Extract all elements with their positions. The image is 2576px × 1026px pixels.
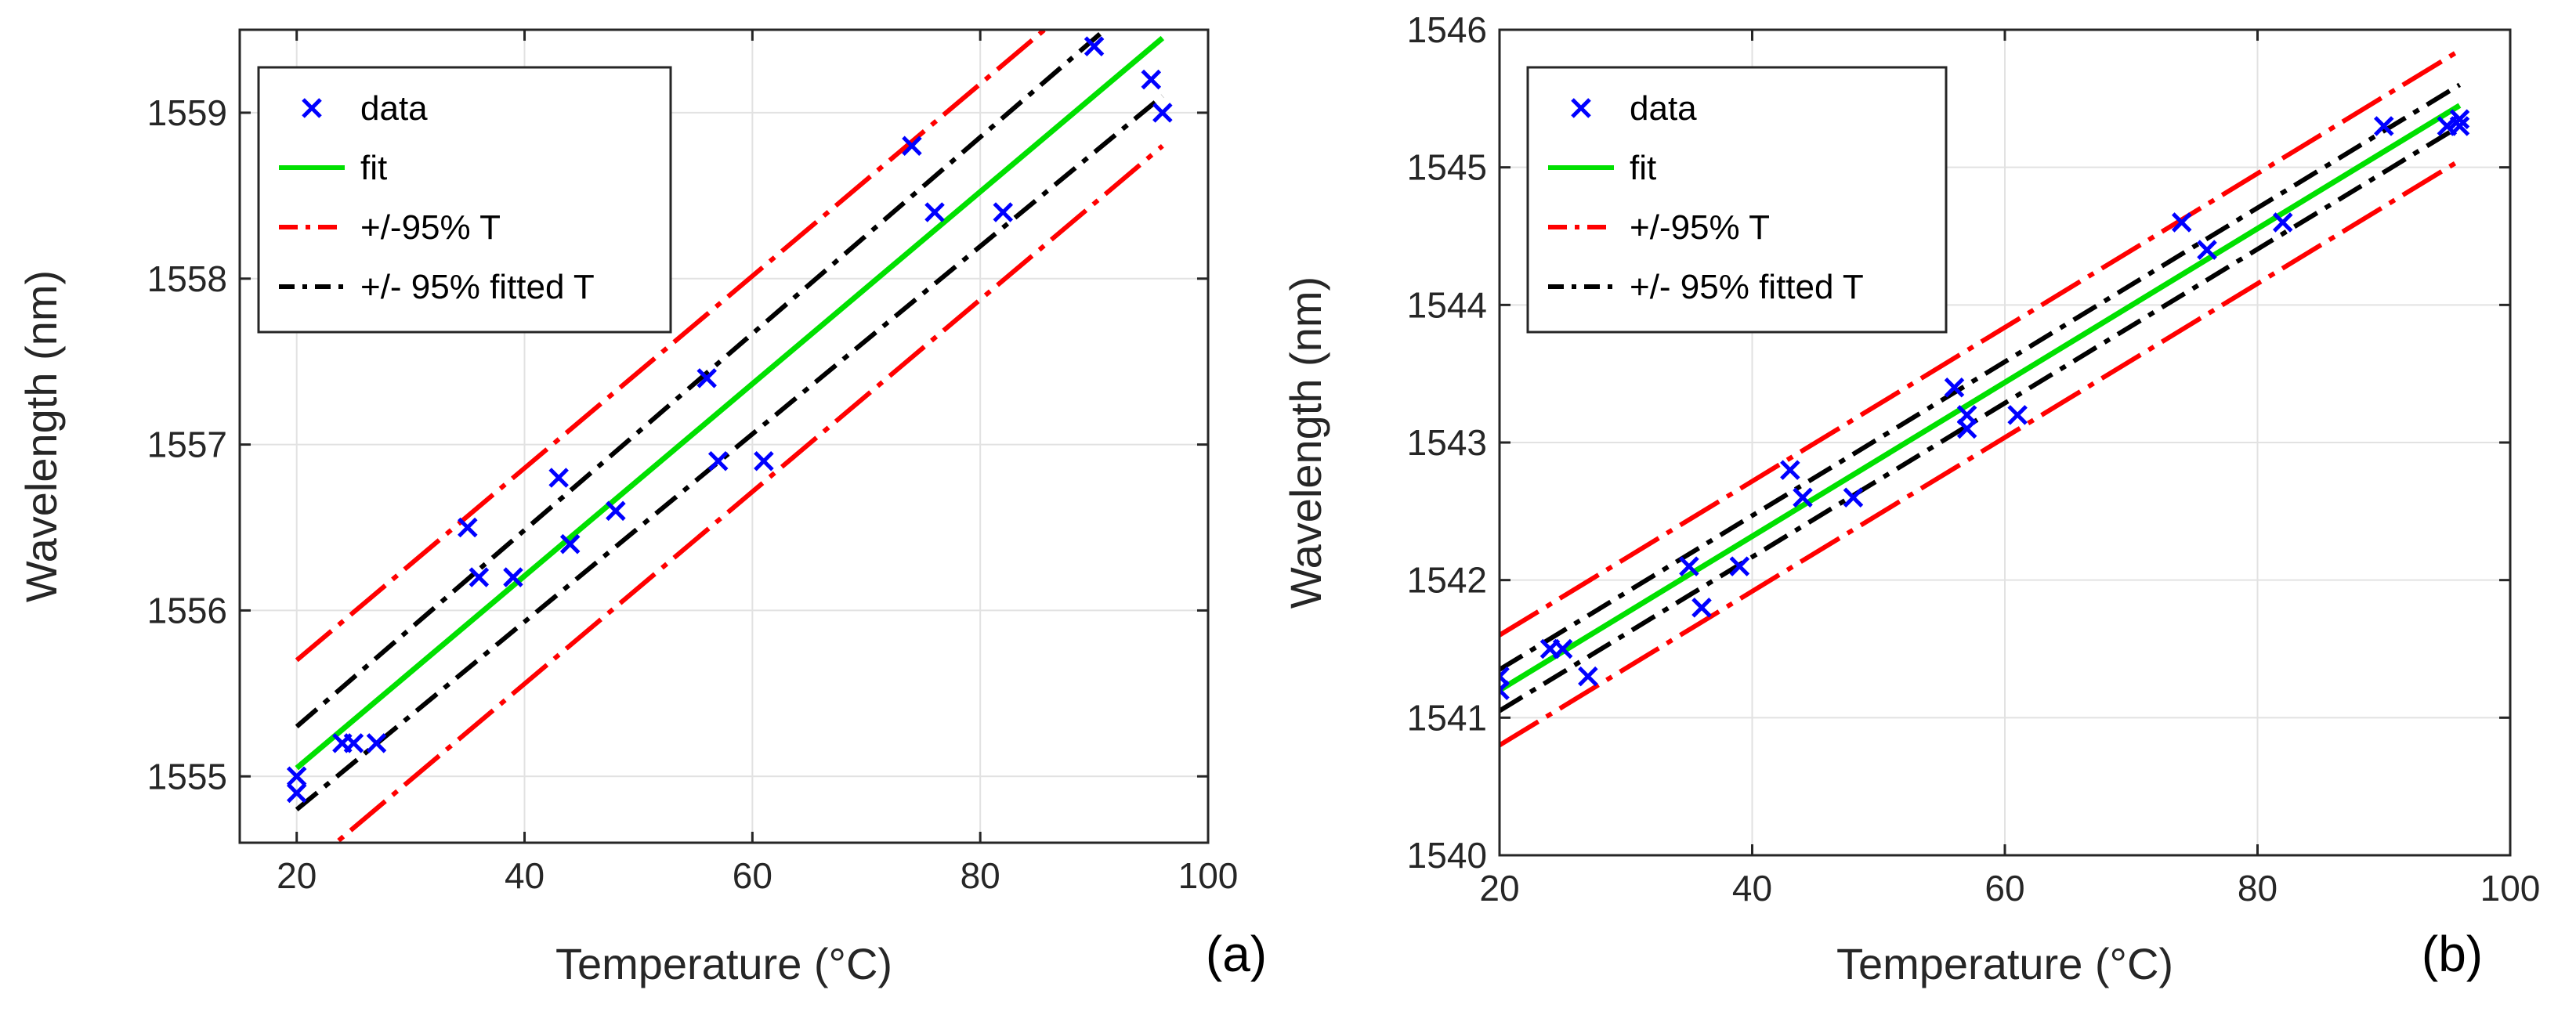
data-point [2272, 212, 2293, 233]
x-tick-label: 40 [505, 855, 545, 896]
y-tick-label: 1546 [1407, 9, 1487, 50]
legend-label: fit [1630, 149, 1656, 187]
chart-panel-a: 20 40 60 80 100 1555 1556 1557 1558 1559 Temperatu… [16, 28, 1267, 988]
data-point [458, 517, 478, 538]
data-point [1780, 460, 1800, 480]
y-axis-title: Wavelength (nm) [1281, 276, 1330, 609]
y-tick-label: 1541 [1407, 697, 1487, 738]
x-tick-label: 60 [733, 855, 772, 896]
x-tick-label: 20 [1479, 868, 1519, 909]
x-tick-label: 40 [1732, 868, 1772, 909]
x-tick-label: 60 [1984, 868, 2024, 909]
y-tick-label: 1545 [1407, 147, 1487, 188]
data-point [902, 135, 922, 157]
data-point [1578, 666, 1598, 687]
legend-label: +/- 95% fitted T [1630, 268, 1864, 306]
data-point [286, 766, 307, 787]
series-line--95-t-lower [332, 143, 1164, 843]
data-point [1793, 487, 1813, 508]
series-line-fit [1500, 103, 2462, 693]
y-axis-title: Wavelength (nm) [16, 270, 66, 602]
legend-marker [1571, 98, 1591, 118]
legend-label: +/-95% T [1630, 208, 1770, 247]
x-tick-label: 100 [1178, 855, 1239, 896]
y-tick-label: 1540 [1407, 835, 1487, 876]
data-point [548, 468, 569, 488]
data-point [1552, 638, 1573, 659]
data-point [707, 451, 729, 471]
data-point [1084, 36, 1105, 56]
data-point [469, 567, 490, 587]
data-point [754, 451, 774, 471]
y-tick-label: 1544 [1407, 284, 1487, 325]
data-point [1500, 680, 1510, 700]
data-point [1691, 598, 1712, 618]
data-point [1141, 69, 1162, 90]
series-line--95-t-lower [1500, 158, 2462, 748]
series-line-fit [295, 35, 1165, 771]
legend-label: data [360, 89, 428, 128]
data-point [2171, 212, 2192, 233]
series-line--95-t-upper [295, 30, 1048, 663]
series-line--95-t-upper [1500, 48, 2462, 638]
y-tick-label: 1557 [147, 424, 227, 465]
data-point [286, 782, 307, 804]
series-line--95-fitted-t-upper [1500, 82, 2462, 672]
panel-label: (b) [2422, 926, 2483, 982]
data-point [2007, 405, 2028, 425]
y-tick-label: 1543 [1407, 422, 1487, 463]
x-tick-label: 80 [961, 855, 1000, 896]
legend-label: data [1630, 89, 1697, 128]
panel-label: (a) [1206, 926, 1267, 982]
legend-label: +/- 95% fitted T [360, 268, 595, 306]
series-line--95-fitted-t-upper [295, 30, 1109, 728]
data-point [1956, 405, 1977, 425]
data-point [696, 368, 717, 388]
data-point [1944, 377, 1965, 398]
data-point [503, 567, 523, 587]
series-line--95-fitted-t-lower [1500, 124, 2462, 714]
y-tick-label: 1558 [147, 258, 227, 299]
x-tick-label: 80 [2238, 868, 2278, 909]
data-point [559, 533, 581, 555]
plot-series [1500, 48, 2470, 748]
data-point [1729, 556, 1750, 576]
data-point [1679, 556, 1699, 576]
y-tick-label: 1559 [147, 92, 227, 133]
legend-marker [302, 98, 322, 118]
series-line--95-fitted-t-lower [295, 94, 1164, 811]
data-point [2449, 109, 2470, 129]
data-point [343, 733, 364, 753]
legend-label: fit [360, 149, 387, 187]
x-tick-label: 20 [277, 855, 317, 896]
y-tick-label: 1542 [1407, 560, 1487, 601]
data-point [606, 500, 626, 522]
legend-label: +/-95% T [360, 208, 501, 247]
data-point [1152, 103, 1173, 123]
data-point [366, 733, 387, 753]
legend: data fit +/-95% T +/- 95% fitted T [1526, 66, 1948, 334]
y-tick-label: 1556 [147, 590, 227, 630]
data-point [2373, 116, 2394, 136]
data-point [993, 202, 1014, 222]
data-point [2449, 116, 2470, 136]
x-axis-title: Temperature (°C) [555, 939, 892, 988]
x-tick-label: 100 [2480, 868, 2541, 909]
data-point [924, 202, 945, 222]
data-point [1843, 487, 1864, 508]
axes-box [238, 28, 1210, 844]
plot-series [286, 30, 1173, 843]
chart-panel-b: 20 40 60 80 100 1540 1541 1542 1543 1544 1545 1546 T… [1281, 9, 2540, 988]
legend: data fit +/-95% T +/- 95% fitted T [257, 66, 672, 334]
y-tick-label: 1555 [147, 756, 227, 797]
x-axis-title: Temperature (°C) [1836, 939, 2173, 988]
data-point [2197, 240, 2217, 260]
